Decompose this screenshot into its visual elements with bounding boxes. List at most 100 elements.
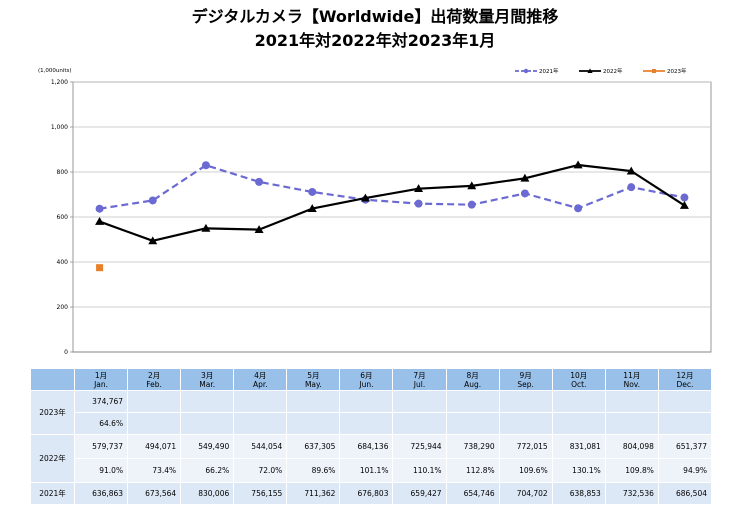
table-row-2022-values: 2022年 579,737 494,071 549,490 544,054 637,30… (30, 434, 713, 483)
month-label-ja: 12月 (676, 370, 694, 380)
month-header-12: 12月 Dec. (657, 368, 713, 391)
y-tick-label: 1,000 (51, 124, 68, 131)
cell-2022-pct: 112.8% (445, 458, 500, 483)
month-label-en: May. (304, 379, 322, 389)
month-label-en: Mar. (199, 379, 216, 389)
month-label-ja: 2月 (147, 370, 161, 380)
cell-2021-value: 676,803 (339, 482, 394, 505)
table-header-row: 1月 Jan. 2月 Feb. 3月 Mar. 4月 Apr. 5月 May. 6月 Jun. 7月 Ju… (30, 368, 713, 391)
month-label-ja: 6月 (360, 370, 373, 380)
month-label-en: Aug. (464, 379, 482, 389)
table-row-2023-values: 2023年 374,767 (30, 390, 713, 435)
month-header-10: 10月 Oct. (551, 368, 606, 391)
data-point-2021年 (308, 187, 317, 196)
month-label-ja: 11月 (623, 370, 641, 380)
cell-2023-pct (392, 412, 447, 435)
cell-2022-value: 651,377 (657, 434, 713, 459)
month-header-5: 5月 May. (286, 368, 341, 391)
month-label-en: Nov. (623, 379, 641, 389)
cell-2021-value: 673,564 (127, 482, 182, 505)
cell-2022-value: 549,490 (180, 434, 235, 459)
legend-marker (587, 68, 593, 73)
cell-2023-value (551, 390, 606, 413)
cell-2023-pct (551, 412, 606, 435)
cell-2021-value: 638,853 (551, 482, 606, 505)
cell-2023-value (339, 390, 394, 413)
cell-2023-value (127, 390, 182, 413)
data-point-2021年 (95, 204, 104, 213)
cell-2022-value: 637,305 (286, 434, 341, 459)
data-point-2021年 (520, 189, 529, 198)
y-tick-label: 600 (57, 214, 69, 221)
data-point-2021年 (467, 200, 476, 209)
legend-label: 2022年 (603, 67, 623, 75)
cell-2021-value: 732,536 (604, 482, 659, 505)
y-tick-label: 800 (57, 169, 69, 176)
cell-2022-pct: 72.0% (233, 458, 288, 483)
month-label-ja: 3月 (201, 370, 214, 380)
month-label-ja: 8月 (466, 370, 479, 380)
cell-2021-value: 756,155 (233, 482, 288, 505)
month-header-7: 7月 Jul. (392, 368, 447, 391)
data-point-2022年 (307, 204, 317, 212)
month-label-ja: 7月 (413, 370, 426, 380)
row-label-2023: 2023年 (30, 390, 75, 435)
y-tick-label: 200 (57, 304, 69, 311)
row-label-2022: 2022年 (30, 434, 75, 483)
cell-2022-pct: 73.4% (127, 458, 182, 483)
cell-2022-value: 804,098 (604, 434, 659, 459)
cell-2022-pct: 91.0% (73, 458, 129, 483)
cell-2023-pct (498, 412, 553, 435)
chart-subtitle: 2021年対2022年対2023年1月 (254, 31, 496, 50)
table-row-2022-pct: 91.0% 73.4% 66.2% 72.0% 89.6% 101.1% 110.1% 112… (31, 458, 713, 483)
series-line-0 (99, 164, 685, 210)
cell-2023-pct (233, 412, 288, 435)
data-point-2021年 (201, 161, 210, 170)
cell-2022-pct: 130.1% (551, 458, 606, 483)
y-tick-label: 0 (64, 349, 68, 356)
month-header-8: 8月 Aug. (445, 368, 500, 391)
cell-2022-pct: 110.1% (392, 458, 447, 483)
data-point-2022年 (95, 217, 105, 225)
cell-2023-value (286, 390, 341, 413)
cell-2023-pct (604, 412, 659, 435)
cell-2022-pct: 109.6% (498, 458, 553, 483)
cell-2023-value (604, 390, 659, 413)
month-header-1: 1月 Jan. (73, 368, 129, 391)
data-point-2021年 (148, 196, 157, 205)
cell-2023-value (180, 390, 235, 413)
month-label-ja: 1月 (94, 370, 108, 380)
cell-2022-pct: 101.1% (339, 458, 394, 483)
cell-2023-pct (180, 412, 235, 435)
month-label-en: Oct. (571, 379, 587, 389)
data-point-2022年 (626, 166, 636, 175)
month-label-en: Feb. (146, 379, 162, 389)
cell-2023-value (392, 390, 447, 413)
series-line-1 (99, 163, 686, 242)
cell-2022-pct: 109.8% (604, 458, 659, 483)
cell-2022-value: 772,015 (498, 434, 553, 459)
unit-label: (1,000units) (38, 68, 72, 74)
cell-2021-value: 654,746 (445, 482, 500, 505)
legend-label: 2023年 (667, 67, 687, 75)
month-header-4: 4月 Apr. (233, 368, 288, 391)
data-point-2021年 (255, 177, 264, 186)
cell-2023-pct (339, 412, 394, 435)
cell-2022-value: 494,071 (127, 434, 182, 459)
cell-2022-pct: 89.6% (286, 458, 341, 483)
legend-label: 2021年 (539, 67, 559, 75)
month-header-2: 2月 Feb. (127, 368, 182, 391)
month-label-en: Dec. (676, 379, 694, 389)
cell-2023-pct (445, 412, 500, 435)
cell-2023-pct (657, 412, 713, 435)
cell-2021-value: 711,362 (286, 482, 341, 505)
data-point-2022年 (573, 160, 583, 169)
month-header-11: 11月 Nov. (604, 368, 659, 391)
cell-2023-value (498, 390, 553, 413)
data-point-2022年 (254, 225, 264, 233)
table-corner (30, 368, 75, 391)
y-tick-label: 400 (57, 259, 69, 266)
month-label-en: Apr. (252, 379, 268, 389)
cell-2023-value: 374,767 (73, 390, 129, 413)
data-point-2021年 (627, 183, 636, 192)
